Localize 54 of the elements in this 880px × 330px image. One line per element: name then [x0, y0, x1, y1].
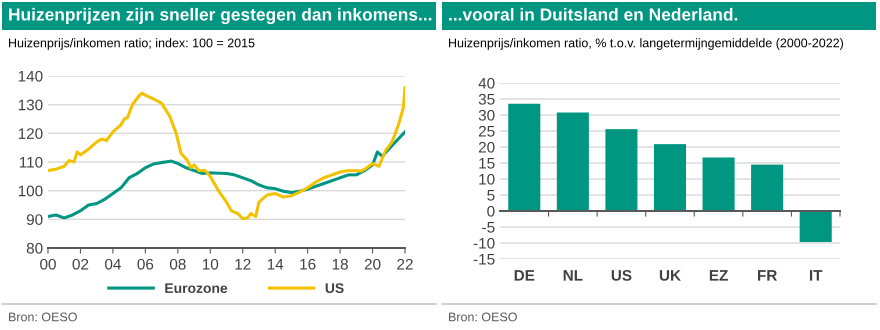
x-tick-label: 02: [72, 258, 88, 270]
y-tick-label: 100: [18, 186, 43, 196]
bar: [751, 164, 784, 211]
x-tick-label: UK: [660, 270, 681, 281]
chart-subtitle: Huizenprijs/inkomen ratio; index: 100 = 2015: [9, 38, 254, 50]
x-tick-label: 10: [202, 258, 218, 270]
line-series: [48, 86, 405, 220]
y-tick-label: 130: [18, 100, 43, 110]
bar: [702, 158, 735, 211]
x-tick-label: 00: [40, 258, 56, 270]
y-tick-label: 40: [478, 78, 495, 89]
y-tick-label: -5: [482, 222, 494, 233]
bar: [605, 129, 638, 211]
legend-label: US: [326, 283, 344, 294]
y-tick-label: 90: [26, 214, 43, 226]
legend-label: Eurozone: [165, 283, 228, 294]
y-tick-label: 30: [478, 110, 495, 121]
y-tick-label: -15: [474, 254, 494, 265]
x-tick-label: 06: [137, 258, 154, 270]
y-tick-label: 35: [478, 94, 494, 105]
y-tick-label: 140: [18, 70, 43, 82]
x-tick-label: FR: [758, 270, 778, 281]
x-tick-label: IT: [810, 270, 822, 281]
x-tick-label: 12: [235, 258, 250, 270]
x-tick-label: 08: [170, 258, 186, 270]
y-tick-label: 80: [26, 242, 43, 254]
bar: [654, 144, 686, 211]
y-tick-label: -10: [474, 238, 495, 249]
text: Bron: OESO: [449, 312, 517, 322]
y-tick-label: 120: [18, 128, 43, 140]
y-tick-label: 10: [479, 174, 495, 185]
y-tick-label: 25: [478, 126, 494, 137]
x-tick-label: DE: [514, 270, 534, 281]
x-tick-label: 14: [268, 258, 284, 270]
text: Bron: OESO: [9, 312, 77, 322]
x-tick-label: EZ: [710, 270, 728, 281]
bar: [508, 104, 540, 211]
y-tick-label: 20: [478, 142, 495, 153]
x-tick-label: 18: [332, 258, 348, 270]
chart-title: Huizenprijzen zijn sneller gestegen dan inkomens...: [9, 8, 432, 24]
bar: [800, 211, 832, 242]
x-tick-label: 16: [300, 258, 316, 270]
x-tick-label: 04: [105, 258, 121, 270]
x-tick-label: 22: [397, 258, 413, 270]
chart-title: ...vooral in Duitsland en Nederland.: [449, 8, 738, 21]
y-tick-label: 15: [479, 158, 494, 169]
chart-subtitle: Huizenprijs/inkomen ratio, % t.o.v. langetermijngemiddelde (2000-2022): [449, 38, 844, 50]
x-tick-label: US: [612, 270, 632, 281]
x-tick-label: NL: [564, 270, 583, 281]
x-tick-label: 20: [364, 258, 380, 270]
y-tick-label: 0: [487, 206, 495, 217]
bar: [556, 112, 589, 211]
y-tick-label: 5: [487, 190, 494, 201]
y-tick-label: 110: [20, 156, 43, 168]
